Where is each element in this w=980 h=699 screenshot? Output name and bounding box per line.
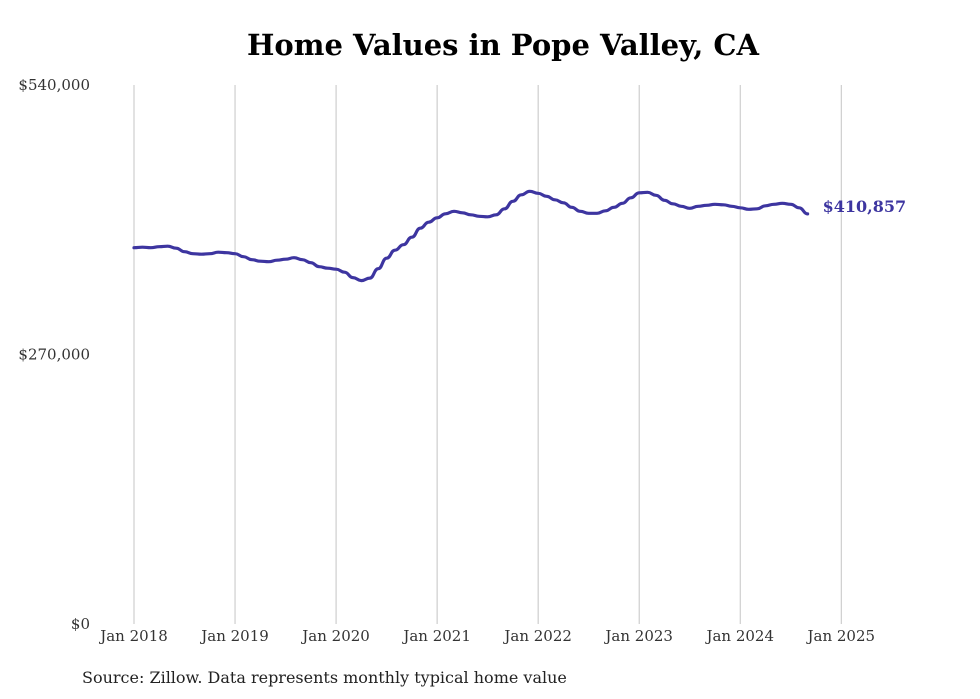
x-tick-label: Jan 2018: [98, 627, 168, 645]
x-tick-label: Jan 2019: [199, 627, 269, 645]
y-tick-label: $0: [71, 615, 90, 633]
y-tick-label: $270,000: [18, 346, 90, 364]
x-tick-label: Jan 2024: [704, 627, 774, 645]
series-lines: [132, 189, 810, 283]
series-line: [132, 189, 810, 283]
x-axis-ticks: Jan 2018 Jan 2019 Jan 2020 Jan 2021 Jan 2022…: [98, 627, 875, 645]
x-tick-label: Jan 2021: [401, 627, 471, 645]
end-value-label: $410,857: [823, 197, 907, 216]
x-tick-label: Jan 2022: [502, 627, 572, 645]
chart-title: Home Values in Pope Valley, CA: [247, 28, 759, 62]
y-axis-ticks: $540,000 $270,000 $0: [18, 76, 90, 633]
x-tick-label: Jan 2020: [300, 627, 370, 645]
data-labels: $410,857: [823, 197, 907, 216]
x-tick-label: Jan 2023: [603, 627, 673, 645]
y-tick-label: $540,000: [18, 76, 90, 94]
source-note: Source: Zillow. Data represents monthly …: [82, 668, 567, 687]
gridlines: [133, 85, 842, 624]
x-tick-label: Jan 2025: [805, 627, 875, 645]
